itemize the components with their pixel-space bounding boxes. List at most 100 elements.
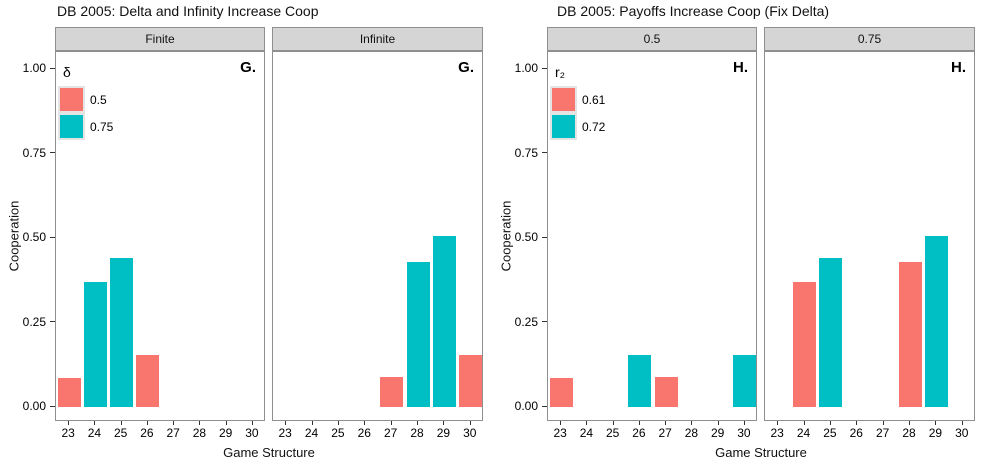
x-tick-label: 25 [331,426,345,440]
x-tick-label: 24 [579,426,594,440]
y-tick-mark [50,152,55,153]
chart-payoffs-fix-delta: DB 2005: Payoffs Increase Coop (Fix Delt… [492,0,984,467]
y-tick-label: 0.25 [514,314,538,329]
y-tick-mark [50,321,55,322]
x-tick-label: 30 [955,426,969,440]
x-tick-mark [173,421,175,425]
facet-strip-label: Finite [145,32,175,46]
x-tick-label: 29 [928,426,943,440]
x-tick-label: 27 [166,426,180,440]
panel-label: H. [951,59,966,76]
x-tick-label: 28 [192,426,207,440]
x-tick-mark [717,421,719,425]
x-tick-mark [665,421,667,425]
x-tick-label: 30 [463,426,477,440]
x-tick-mark [443,421,445,425]
legend-title: r₂ [555,64,566,80]
x-tick-label: 28 [902,426,916,440]
x-tick-label: 24 [304,426,319,440]
x-tick-mark [612,421,614,425]
x-tick-label: 25 [823,426,837,440]
x-tick-label: 23 [61,426,75,440]
bar [459,354,483,407]
bar [549,378,573,407]
bar [83,281,107,407]
y-tick-label: 0.00 [514,399,538,413]
x-tick-label: 26 [632,426,646,440]
x-tick-label: 27 [876,426,890,440]
y-tick-mark [542,321,547,322]
x-tick-label: 27 [384,426,398,440]
panel-label: H. [733,59,748,76]
facet-strip: Infinite [272,27,483,51]
y-tick-mark [542,236,547,238]
legend-title: δ [63,64,71,80]
y-tick-mark [50,67,55,69]
bar [793,281,817,407]
x-tick-mark [68,421,70,425]
bar [110,258,134,407]
x-tick-label: 25 [605,426,620,440]
bar [733,354,757,407]
x-tick-label: 25 [113,426,128,440]
facet-strip-label: Infinite [359,32,396,46]
x-tick-mark [961,421,963,425]
legend-label: 0.72 [582,120,606,134]
y-tick-mark [542,405,547,407]
legend-key [58,86,85,113]
x-tick-mark [94,421,96,425]
x-tick-label: 24 [87,426,102,440]
x-axis-title: Game Structure [715,445,807,460]
x-tick-mark [225,421,227,425]
x-tick-mark [909,421,911,425]
x-tick-mark [638,421,640,425]
legend-label: 0.5 [90,93,107,107]
chart-title: DB 2005: Delta and Infinity Increase Coo… [57,3,319,19]
x-tick-mark [560,421,562,425]
x-tick-mark [390,421,392,425]
x-tick-mark [803,421,805,425]
x-tick-label: 30 [737,426,751,440]
facet-strip: Finite [55,27,265,51]
x-tick-label: 24 [796,426,811,440]
bar [628,354,652,407]
x-tick-mark [777,421,779,425]
y-tick-mark [50,236,55,238]
bar [654,376,678,407]
bar [898,261,922,407]
facet-strip-label: 0.5 [643,32,661,46]
x-tick-mark [829,421,831,425]
y-tick-label: 1.00 [514,61,538,75]
x-tick-mark [743,421,745,425]
x-tick-mark [586,421,588,425]
facet-strip: 0.5 [547,27,757,51]
facet-panel: G. [272,51,483,421]
x-tick-label: 29 [436,426,451,440]
x-tick-mark [364,421,366,425]
x-tick-mark [251,421,253,425]
x-tick-label: 28 [410,426,424,440]
x-tick-mark [146,421,148,425]
bar [380,376,404,407]
x-tick-label: 23 [553,426,567,440]
facet-strip: 0.75 [764,27,975,51]
facet-panel: H. [764,51,975,421]
chart-delta-infinity: DB 2005: Delta and Infinity Increase Coo… [7,3,483,460]
x-tick-mark [199,421,201,425]
bar [406,261,430,407]
y-tick-mark [542,152,547,153]
x-tick-mark [120,421,122,425]
bar [924,236,948,407]
x-tick-label: 29 [218,426,233,440]
x-tick-mark [469,421,471,425]
x-tick-mark [337,421,339,425]
x-tick-mark [935,421,937,425]
panel-label: G. [458,59,474,76]
x-tick-label: 26 [849,426,863,440]
legend-key [550,86,577,113]
y-tick-label: 0.75 [514,145,538,160]
x-tick-label: 23 [770,426,784,440]
facet-strip-label: 0.75 [857,32,882,46]
x-tick-label: 26 [357,426,371,440]
